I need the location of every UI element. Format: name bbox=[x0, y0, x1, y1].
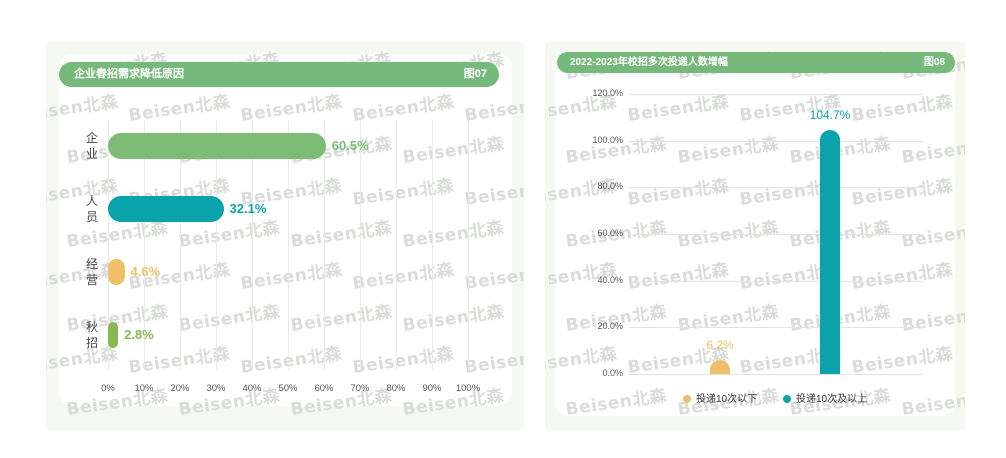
bar bbox=[710, 359, 730, 374]
x-tick-label: 50% bbox=[278, 383, 298, 394]
legend-swatch bbox=[783, 395, 791, 404]
x-tick-label: 0% bbox=[101, 383, 115, 394]
gridline-horizontal bbox=[629, 140, 923, 142]
gridline-vertical bbox=[324, 120, 325, 370]
y-tick-label: 80.0% bbox=[597, 181, 623, 192]
horizontal-bar-chart: 0% 10% 20% 30% 40% 50% 60% 70% 80% 90% 100% 企业 60.5%… bbox=[46, 42, 524, 430]
gridline-vertical bbox=[144, 120, 145, 370]
figure-label: 图07 bbox=[463, 68, 487, 80]
y-tick-label: 0.0% bbox=[602, 368, 623, 378]
chart-panel-left: Beisen北森 Beisen北森 Beisen北森 Beisen北森 Beisen北森… bbox=[46, 42, 524, 430]
data-label: 6.2% bbox=[706, 337, 734, 352]
x-tick-label: 80% bbox=[386, 383, 406, 394]
gridline-horizontal bbox=[629, 234, 923, 235]
x-tick-label: 70% bbox=[350, 383, 370, 394]
category-label: 秋招 bbox=[85, 320, 98, 350]
bar bbox=[108, 322, 119, 348]
y-tick-label: 100.0% bbox=[592, 134, 623, 145]
chart-card-left bbox=[59, 54, 512, 406]
data-label: 60.5% bbox=[331, 138, 369, 153]
x-tick-label: 40% bbox=[242, 383, 262, 394]
category-label: 经营 bbox=[85, 257, 98, 287]
legend-label: 投递10次以下 bbox=[696, 394, 758, 405]
y-tick-label: 40.0% bbox=[597, 274, 623, 285]
bar bbox=[820, 129, 840, 374]
x-tick-label: 90% bbox=[422, 383, 442, 394]
data-label: 2.8% bbox=[124, 327, 154, 342]
gridline-vertical bbox=[216, 120, 217, 370]
x-tick-label: 20% bbox=[170, 383, 190, 394]
legend-item-10plus: 投递10次及以上 bbox=[783, 390, 867, 405]
category-label: 人员 bbox=[85, 194, 98, 224]
legend-label: 投递10次及以上 bbox=[796, 394, 868, 405]
chart-header-left: 企业春招需求降低原因 图07 bbox=[59, 62, 499, 87]
chart-panel-right: Beisen北森 Beisen北森 Beisen北森 Beisen北森 Beisen北森… bbox=[545, 42, 965, 430]
bar bbox=[108, 133, 326, 159]
figure-label: 图08 bbox=[923, 57, 945, 68]
gridline-vertical bbox=[468, 120, 469, 370]
x-tick-label: 100% bbox=[455, 383, 481, 394]
gridline-vertical bbox=[360, 120, 361, 370]
vertical-bar-chart: 0.0% 20.0% 40.0% 60.0% 80.0% 100.0% 120.0% 6.2%… bbox=[545, 42, 965, 430]
x-tick-label: 10% bbox=[134, 383, 154, 394]
gridline-horizontal bbox=[629, 374, 923, 375]
gridline-vertical bbox=[288, 120, 289, 370]
bar bbox=[108, 196, 224, 222]
chart-header-right: 2022-2023年校招多次投递人数增幅 图08 bbox=[557, 52, 955, 73]
y-tick-label: 20.0% bbox=[597, 321, 623, 332]
x-tick-label: 30% bbox=[206, 383, 226, 394]
data-label: 32.1% bbox=[229, 201, 267, 216]
chart-title: 企业春招需求降低原因 bbox=[74, 68, 184, 80]
gridline-horizontal bbox=[629, 94, 923, 95]
data-label: 4.6% bbox=[130, 264, 161, 279]
category-label: 企业 bbox=[85, 131, 98, 161]
data-label: 104.7% bbox=[809, 107, 851, 122]
legend-swatch bbox=[683, 395, 691, 404]
gridline-horizontal bbox=[629, 187, 923, 189]
gridline-vertical bbox=[396, 120, 397, 370]
y-tick-label: 120.0% bbox=[592, 88, 623, 98]
gridline-horizontal bbox=[629, 327, 923, 329]
chart-title: 2022-2023年校招多次投递人数增幅 bbox=[570, 57, 728, 68]
gridline-vertical bbox=[432, 120, 433, 370]
gridline-vertical bbox=[252, 120, 253, 370]
gridline-vertical bbox=[108, 120, 109, 370]
gridline-horizontal bbox=[629, 280, 923, 282]
legend-item-under10: 投递10次以下 bbox=[683, 390, 757, 405]
x-tick-label: 60% bbox=[314, 383, 334, 394]
gridline-vertical bbox=[180, 120, 181, 370]
bar bbox=[108, 259, 125, 285]
y-tick-label: 60.0% bbox=[597, 228, 623, 238]
